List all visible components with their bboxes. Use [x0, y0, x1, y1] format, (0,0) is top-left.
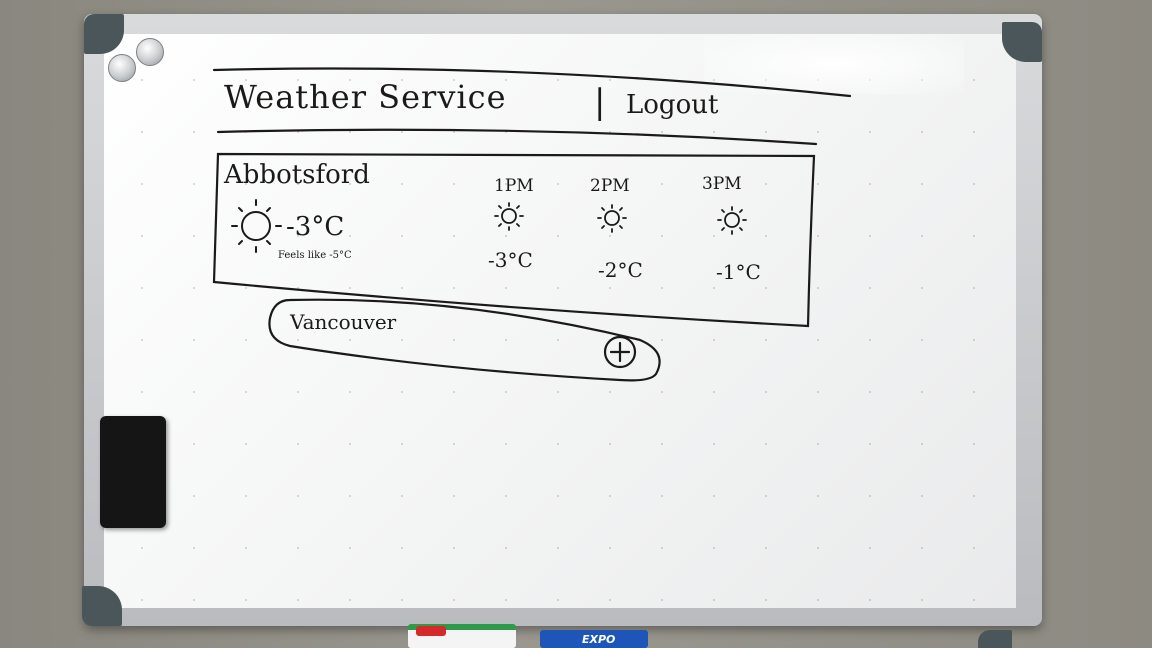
hour-temp-1: -3°C — [488, 248, 533, 272]
app-title: Weather Service — [224, 78, 507, 116]
board-eraser — [100, 416, 166, 528]
header-separator: | — [594, 82, 606, 122]
header-bottom-line — [216, 128, 818, 146]
marker-brand-label: EXPO — [582, 633, 616, 646]
hour-temp-3: -1°C — [716, 260, 761, 284]
hour-time-2: 2PM — [590, 176, 630, 196]
add-city-input-outline — [268, 298, 661, 382]
hour-time-1: 1PM — [494, 176, 534, 196]
feels-like-text: Feels like -5°C — [278, 250, 352, 261]
current-temperature: -3°C — [286, 212, 345, 242]
board-glare — [704, 34, 964, 94]
magnet-icon — [136, 38, 164, 66]
sun-icon-hour-3 — [717, 206, 747, 235]
current-weather-card-outline — [212, 152, 816, 328]
hour-temp-2: -2°C — [598, 258, 643, 282]
logout-link[interactable]: Logout — [626, 90, 719, 120]
sun-icon-hour-2 — [597, 204, 627, 233]
marker-tray: EXPO — [372, 624, 702, 648]
red-marker-cap — [416, 626, 446, 636]
plus-circle-icon[interactable] — [602, 334, 638, 370]
hour-time-3: 3PM — [702, 174, 742, 194]
frame-corner-bottom-right — [978, 630, 1012, 648]
current-city-name: Abbotsford — [224, 160, 370, 190]
whiteboard-surface — [104, 34, 1016, 608]
frame-corner-bottom-left — [82, 586, 122, 626]
sun-icon-current — [231, 199, 282, 253]
header-top-line — [212, 67, 852, 98]
magnet-icon — [108, 54, 136, 82]
blue-marker — [540, 630, 648, 648]
sun-icon-hour-1 — [494, 202, 524, 231]
add-city-input[interactable]: Vancouver — [290, 310, 397, 334]
frame-corner-top-right — [1002, 22, 1042, 62]
board-grid-dots — [104, 34, 1016, 608]
